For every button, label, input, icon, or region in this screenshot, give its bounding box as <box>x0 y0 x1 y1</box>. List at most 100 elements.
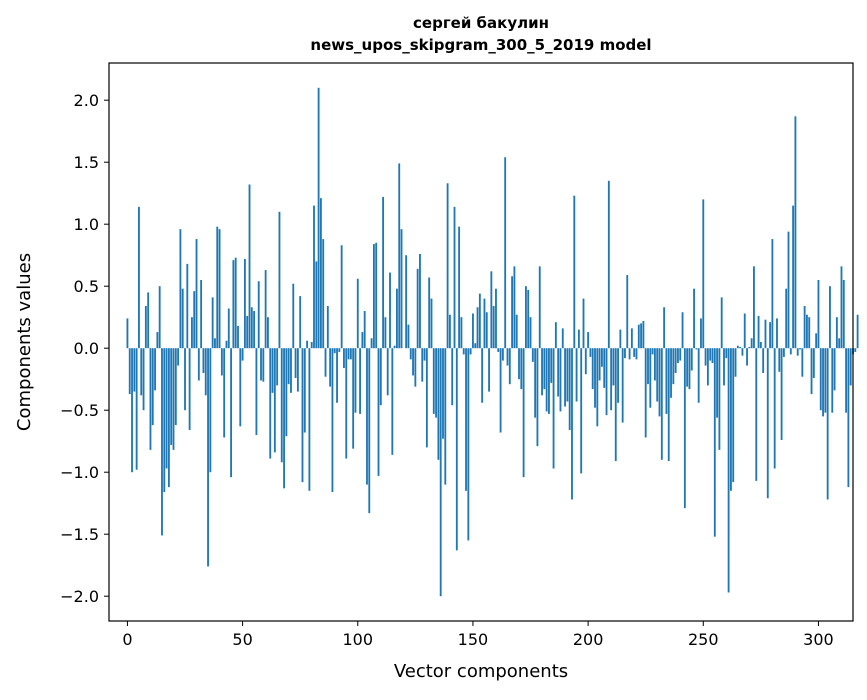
bar <box>806 315 808 348</box>
y-tick-label: 1.0 <box>74 215 99 234</box>
bar <box>845 348 847 412</box>
bar <box>599 348 601 380</box>
bar <box>260 348 262 380</box>
bar <box>601 348 603 367</box>
bar <box>661 348 663 460</box>
bar <box>463 348 465 354</box>
bar <box>700 318 702 348</box>
bar <box>645 348 647 437</box>
bar <box>822 348 824 416</box>
bar <box>361 332 363 348</box>
bar <box>555 322 557 348</box>
bar <box>368 348 370 513</box>
bar <box>672 348 674 384</box>
bar <box>783 348 785 357</box>
bar <box>198 348 200 380</box>
bar <box>154 348 156 390</box>
bar <box>516 315 518 348</box>
bar <box>854 348 856 352</box>
bar <box>507 348 509 365</box>
y-tick-label: −0.5 <box>60 401 99 420</box>
bar <box>801 348 803 377</box>
bar <box>419 254 421 348</box>
bar <box>562 328 564 348</box>
bar <box>207 348 209 566</box>
bar <box>175 348 177 425</box>
bar <box>831 348 833 412</box>
bar <box>488 348 490 391</box>
chart-subtitle: news_upos_skipgram_300_5_2019 model <box>310 36 651 54</box>
bar <box>246 316 248 348</box>
bar <box>341 245 343 348</box>
y-axis-ticks: −2.0−1.5−1.0−0.50.00.51.01.52.0 <box>60 91 109 606</box>
bar <box>320 198 322 348</box>
bar <box>150 348 152 450</box>
bar <box>228 309 230 349</box>
bar <box>196 239 198 348</box>
bar <box>221 348 223 375</box>
bar <box>186 264 188 348</box>
bar <box>520 348 522 389</box>
bar <box>179 229 181 348</box>
bar <box>484 299 486 349</box>
bar <box>129 348 131 394</box>
bar <box>771 239 773 348</box>
bar <box>663 307 665 348</box>
bar <box>336 348 338 403</box>
bar <box>412 348 414 375</box>
bar <box>329 348 331 386</box>
x-tick-label: 150 <box>458 630 489 649</box>
bar <box>654 348 656 380</box>
bar <box>343 348 345 368</box>
bar <box>138 207 140 348</box>
bar <box>145 306 147 348</box>
bar <box>479 294 481 349</box>
bar <box>652 348 654 354</box>
bar <box>513 266 515 348</box>
bar <box>140 348 142 395</box>
bar <box>373 244 375 348</box>
bar <box>216 227 218 349</box>
bar <box>511 276 513 348</box>
bar <box>610 348 612 410</box>
bar <box>424 348 426 360</box>
bar <box>253 311 255 348</box>
y-tick-label: −2.0 <box>60 587 99 606</box>
x-tick-label: 300 <box>803 630 834 649</box>
bar <box>836 317 838 348</box>
bar <box>209 348 211 472</box>
bar <box>834 348 836 390</box>
bar <box>458 227 460 349</box>
bar <box>656 348 658 401</box>
bar <box>723 348 725 385</box>
bar <box>537 348 539 446</box>
bar <box>304 348 306 432</box>
bar <box>355 348 357 412</box>
bar <box>626 275 628 348</box>
bar <box>679 348 681 360</box>
bar <box>818 280 820 348</box>
x-axis-label: Vector components <box>394 661 568 682</box>
bar <box>523 348 525 477</box>
bar <box>684 348 686 508</box>
bar <box>394 346 396 348</box>
bar <box>603 348 605 388</box>
bar <box>451 348 453 405</box>
bar <box>474 343 476 348</box>
bar <box>596 348 598 426</box>
bar <box>408 325 410 349</box>
bar <box>258 281 260 348</box>
bar <box>401 229 403 348</box>
bar <box>527 290 529 348</box>
bar <box>566 348 568 401</box>
bar <box>824 348 826 412</box>
bar <box>666 348 668 414</box>
bar <box>200 280 202 348</box>
bar <box>389 273 391 349</box>
bar <box>751 338 753 348</box>
bar <box>613 348 615 385</box>
bar <box>308 348 310 491</box>
bar <box>543 348 545 389</box>
bar <box>578 330 580 349</box>
bar <box>691 348 693 370</box>
